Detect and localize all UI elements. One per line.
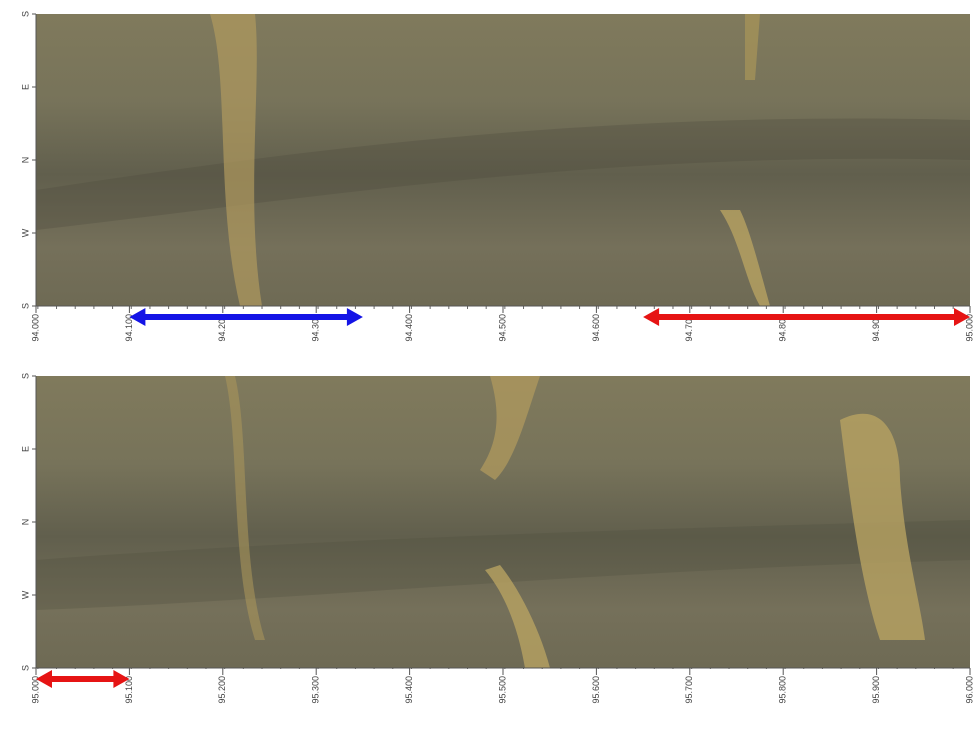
core-image-1 (36, 14, 970, 306)
x-tick-label: 95.400 (404, 676, 414, 704)
x-tick-label: 95.300 (311, 676, 321, 704)
range-arrow (36, 670, 129, 688)
arrow-shape (129, 308, 363, 326)
x-tick-label: 95.500 (497, 676, 507, 704)
x-tick-label: 95.800 (778, 676, 788, 704)
y-tick-label: W (20, 228, 30, 237)
y-tick-label: S (20, 303, 30, 309)
range-arrow (129, 308, 363, 326)
x-tick-label: 95.700 (684, 676, 694, 704)
x-tick-label: 94.600 (591, 314, 601, 342)
y-tick-label: E (20, 446, 30, 452)
core-image-2 (36, 376, 970, 668)
y-tick-label: W (20, 590, 30, 599)
y-tick-label: N (20, 519, 30, 526)
y-tick-label: S (20, 373, 30, 379)
y-tick-label: N (20, 157, 30, 164)
x-tick-label: 95.600 (591, 676, 601, 704)
x-tick-label: 95.200 (217, 676, 227, 704)
arrow-shape (36, 670, 129, 688)
x-tick-label: 96.000 (964, 676, 974, 704)
x-tick-label: 94.400 (404, 314, 414, 342)
x-tick-label: 95.900 (871, 676, 881, 704)
y-tick-label: S (20, 11, 30, 17)
x-tick-label: 94.500 (497, 314, 507, 342)
y-tick-label: E (20, 84, 30, 90)
x-tick-label: 94.000 (30, 314, 40, 342)
y-tick-label: S (20, 665, 30, 671)
core-scan-figure: SENWS94.00094.10094.20094.30094.40094.50… (0, 0, 976, 731)
